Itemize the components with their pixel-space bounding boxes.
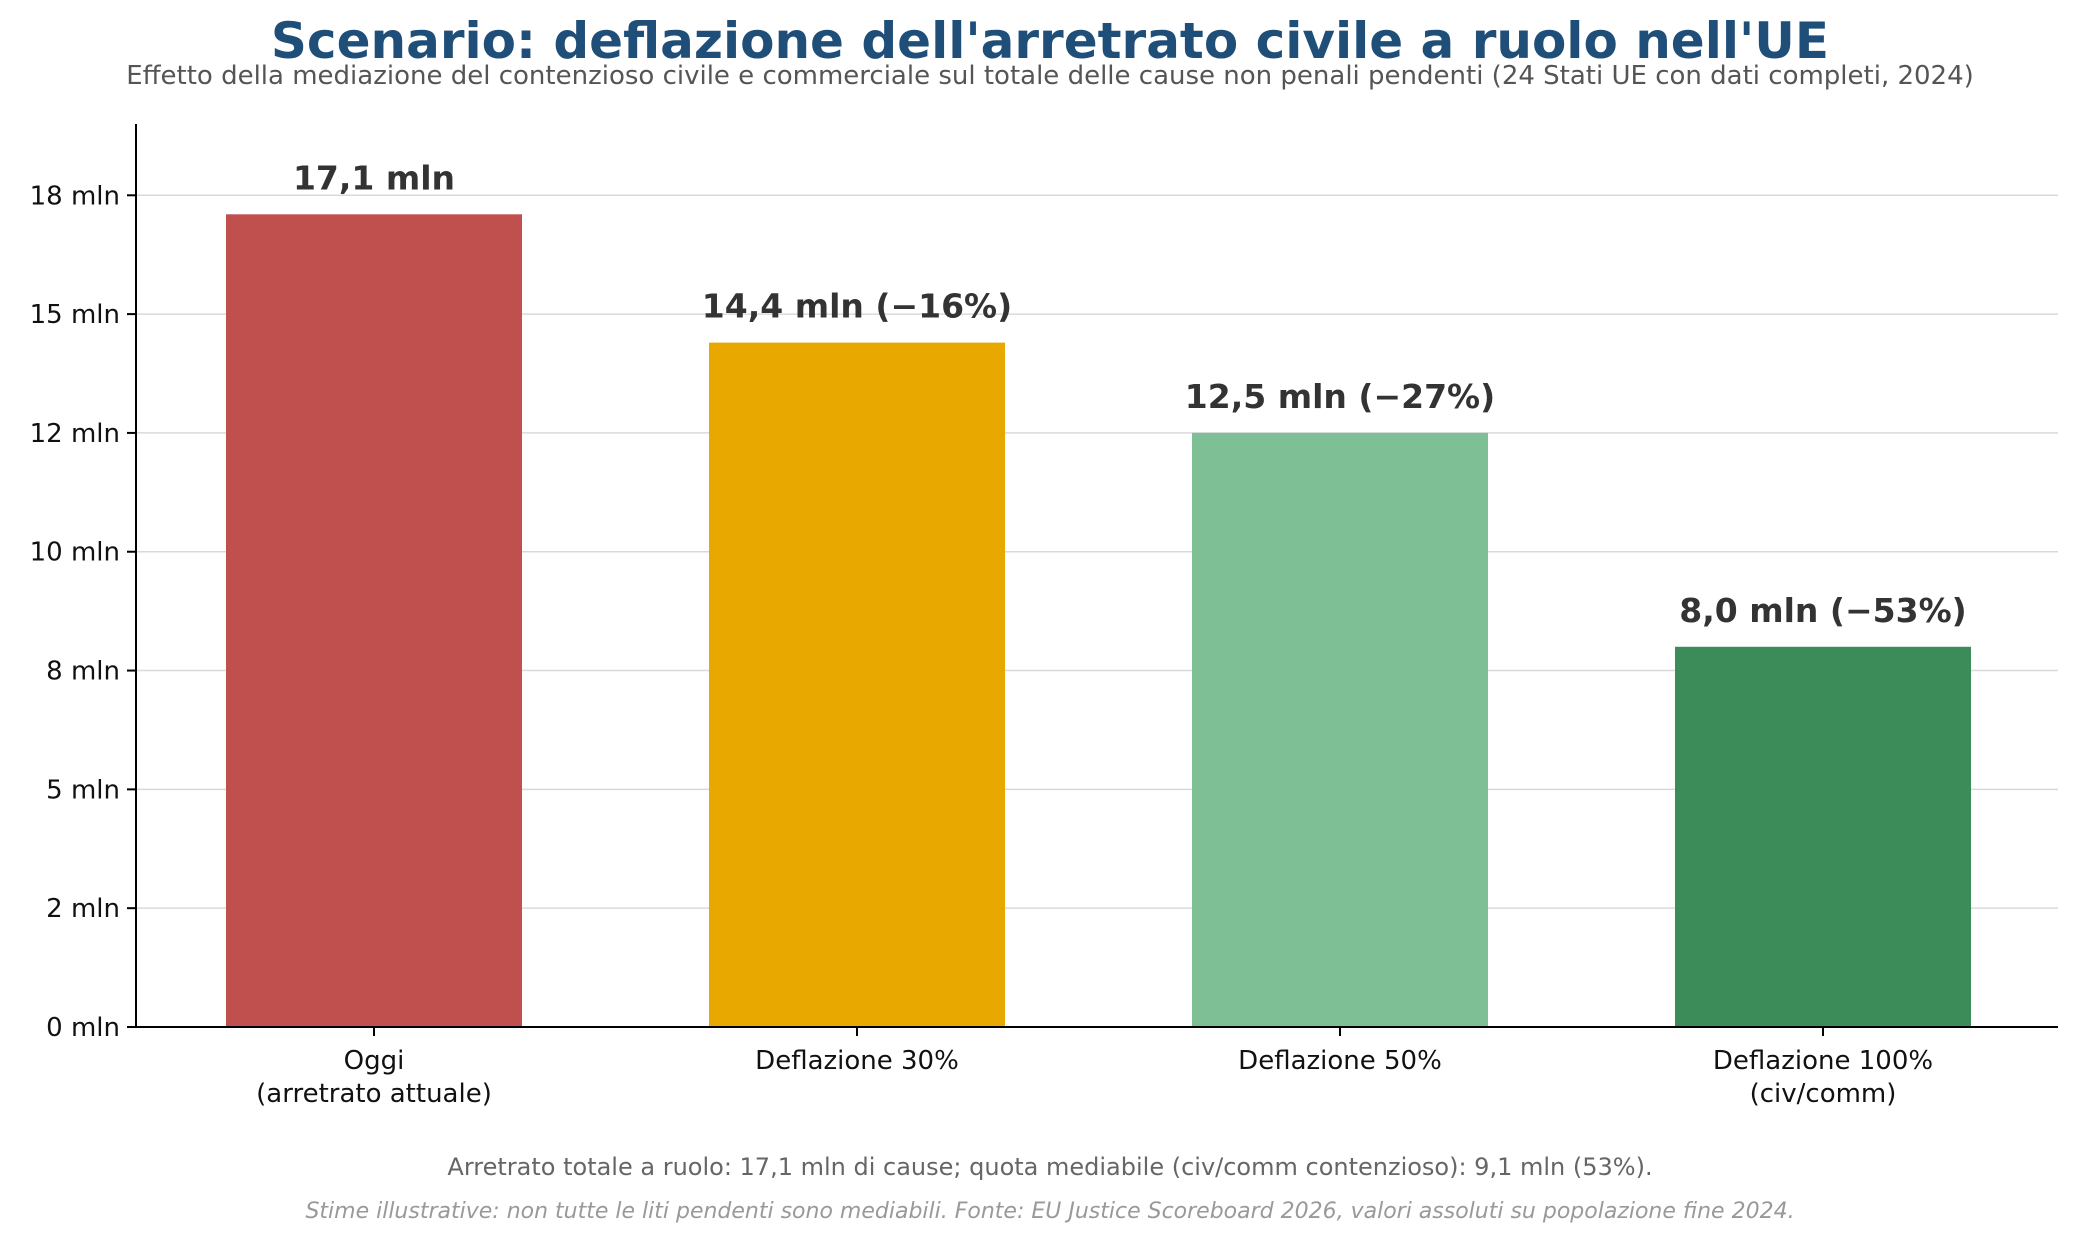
y-tick-label: 2 mln: [46, 894, 120, 924]
bar: [1675, 646, 1971, 1027]
bars: [226, 214, 1971, 1028]
y-tick-label: 0 mln: [46, 1013, 120, 1043]
footnote-summary: Arretrato totale a ruolo: 17,1 mln di ca…: [447, 1153, 1652, 1181]
data-label: 14,4 mln (−16%): [702, 287, 1012, 326]
x-tick-label: Deflazione 100% (civ/comm): [1713, 1046, 1933, 1109]
data-label: 8,0 mln (−53%): [1679, 591, 1966, 630]
y-tick-label: 15 mln: [30, 300, 120, 330]
x-tick-label: Oggi (arretrato attuale): [256, 1046, 492, 1109]
chart-title: Scenario: deflazione dell'arretrato civi…: [271, 12, 1829, 70]
x-axis-ticks: Oggi (arretrato attuale) Deflazione 30% Def…: [256, 1027, 1933, 1109]
y-tick-label: 10 mln: [30, 538, 120, 568]
y-axis-ticks: 0 mln 2 mln 5 mln 8 mln 10 mln 12 mln 15 mln 18…: [30, 181, 136, 1043]
data-labels: 17,1 mln 14,4 mln (−16%) 12,5 mln (−27%) 8,…: [293, 158, 1967, 629]
x-tick-label: Deflazione 50%: [1238, 1046, 1442, 1076]
y-tick-label: 8 mln: [46, 657, 120, 687]
bar: [1192, 432, 1488, 1028]
y-tick-label: 12 mln: [30, 419, 120, 449]
y-tick-label: 18 mln: [30, 181, 120, 211]
data-label: 12,5 mln (−27%): [1185, 377, 1495, 416]
x-tick-label: Deflazione 30%: [755, 1046, 959, 1076]
data-label: 17,1 mln: [293, 158, 455, 197]
chart-subtitle: Effetto della mediazione del contenzioso…: [126, 61, 1974, 91]
y-tick-label: 5 mln: [46, 775, 120, 805]
footnote-source: Stime illustrative: non tutte le liti pe…: [305, 1199, 1794, 1224]
axes: [135, 124, 2058, 1028]
bar: [709, 342, 1005, 1027]
bar: [226, 214, 522, 1028]
